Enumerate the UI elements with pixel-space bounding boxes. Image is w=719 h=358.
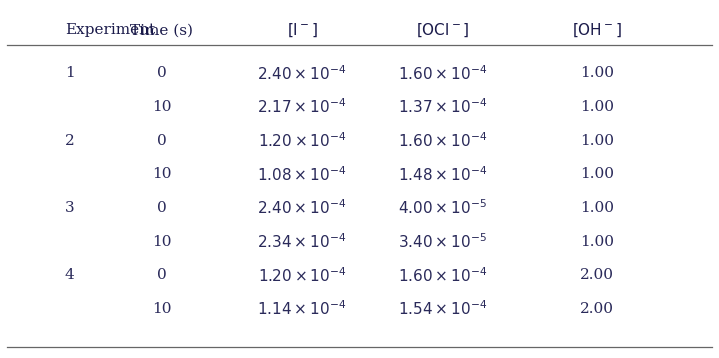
Text: 0: 0 (157, 134, 167, 148)
Text: $[\mathrm{OH}^-]$: $[\mathrm{OH}^-]$ (572, 22, 622, 39)
Text: $2.34 \times 10^{-4}$: $2.34 \times 10^{-4}$ (257, 232, 347, 251)
Text: 4: 4 (65, 268, 75, 282)
Text: 1.00: 1.00 (580, 234, 614, 249)
Text: $1.54 \times 10^{-4}$: $1.54 \times 10^{-4}$ (398, 300, 487, 318)
Text: $1.60 \times 10^{-4}$: $1.60 \times 10^{-4}$ (398, 64, 487, 83)
Text: 10: 10 (152, 302, 172, 316)
Text: $2.17 \times 10^{-4}$: $2.17 \times 10^{-4}$ (257, 98, 347, 116)
Text: 10: 10 (152, 167, 172, 182)
Text: $2.40 \times 10^{-4}$: $2.40 \times 10^{-4}$ (257, 64, 347, 83)
Text: Time (s): Time (s) (130, 23, 193, 38)
Text: 1.00: 1.00 (580, 134, 614, 148)
Text: $1.60 \times 10^{-4}$: $1.60 \times 10^{-4}$ (398, 266, 487, 285)
Text: $4.00 \times 10^{-5}$: $4.00 \times 10^{-5}$ (398, 199, 487, 217)
Text: $3.40 \times 10^{-5}$: $3.40 \times 10^{-5}$ (398, 232, 487, 251)
Text: $2.40 \times 10^{-4}$: $2.40 \times 10^{-4}$ (257, 199, 347, 217)
Text: 2.00: 2.00 (580, 302, 614, 316)
Text: 1.00: 1.00 (580, 100, 614, 114)
Text: 0: 0 (157, 201, 167, 215)
Text: $1.37 \times 10^{-4}$: $1.37 \times 10^{-4}$ (398, 98, 487, 116)
Text: $1.14 \times 10^{-4}$: $1.14 \times 10^{-4}$ (257, 300, 347, 318)
Text: 0: 0 (157, 66, 167, 81)
Text: 2: 2 (65, 134, 75, 148)
Text: $[\mathrm{OCl}^-]$: $[\mathrm{OCl}^-]$ (416, 22, 469, 39)
Text: 10: 10 (152, 100, 172, 114)
Text: $1.20 \times 10^{-4}$: $1.20 \times 10^{-4}$ (258, 131, 346, 150)
Text: $[\mathrm{I}^-]$: $[\mathrm{I}^-]$ (287, 22, 317, 39)
Text: 1.00: 1.00 (580, 167, 614, 182)
Text: 10: 10 (152, 234, 172, 249)
Text: 1: 1 (65, 66, 75, 81)
Text: $1.08 \times 10^{-4}$: $1.08 \times 10^{-4}$ (257, 165, 347, 184)
Text: 1.00: 1.00 (580, 66, 614, 81)
Text: $1.20 \times 10^{-4}$: $1.20 \times 10^{-4}$ (258, 266, 346, 285)
Text: Experiment: Experiment (65, 23, 155, 38)
Text: $1.60 \times 10^{-4}$: $1.60 \times 10^{-4}$ (398, 131, 487, 150)
Text: $1.48 \times 10^{-4}$: $1.48 \times 10^{-4}$ (398, 165, 487, 184)
Text: 2.00: 2.00 (580, 268, 614, 282)
Text: 0: 0 (157, 268, 167, 282)
Text: 1.00: 1.00 (580, 201, 614, 215)
Text: 3: 3 (65, 201, 74, 215)
